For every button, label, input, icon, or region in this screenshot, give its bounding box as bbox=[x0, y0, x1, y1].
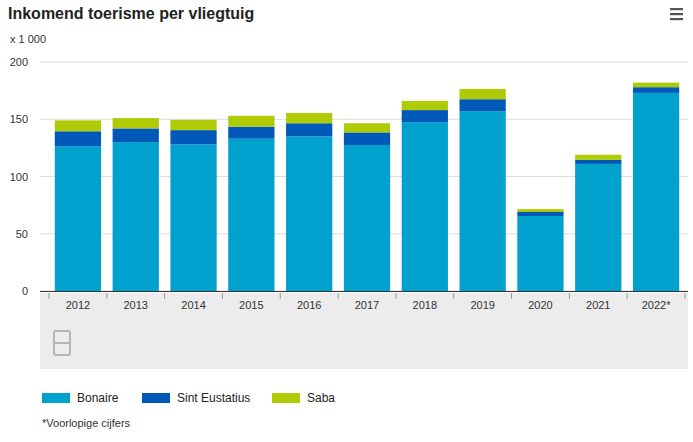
bar-segment bbox=[633, 83, 679, 88]
bar-segment bbox=[575, 164, 621, 291]
bar-segment bbox=[286, 136, 332, 291]
legend-swatch bbox=[142, 393, 170, 403]
x-tick bbox=[338, 293, 339, 299]
bar-segment bbox=[113, 142, 159, 291]
bar-segment bbox=[113, 118, 159, 128]
menu-bar bbox=[670, 18, 683, 20]
bar-segment bbox=[344, 132, 390, 145]
bar-segment bbox=[55, 131, 101, 146]
bar-segment bbox=[113, 128, 159, 142]
grid bbox=[40, 62, 688, 291]
bar-segment bbox=[575, 155, 621, 160]
bar-segment bbox=[402, 101, 448, 110]
x-tick-label: 2019 bbox=[470, 299, 494, 311]
bar-segment bbox=[344, 145, 390, 291]
x-tick-label: 2022* bbox=[642, 299, 671, 311]
bar-segment bbox=[517, 209, 563, 212]
x-tick bbox=[280, 293, 281, 299]
x-tick-label: 2020 bbox=[528, 299, 552, 311]
bar-segment bbox=[402, 110, 448, 122]
bar-segment bbox=[55, 146, 101, 291]
chart-svg: Inkomend toerisme per vliegtuig x 1 000 0 5… bbox=[0, 0, 693, 442]
x-tick bbox=[164, 293, 165, 299]
legend-label: Bonaire bbox=[77, 391, 119, 405]
x-tick bbox=[453, 293, 454, 299]
grid-line bbox=[40, 62, 688, 63]
bar-segment bbox=[286, 113, 332, 123]
x-tick-label: 2021 bbox=[586, 299, 610, 311]
legend-swatch bbox=[272, 393, 300, 403]
x-tick bbox=[395, 293, 396, 299]
chart-container: Inkomend toerisme per vliegtuig x 1 000 0 5… bbox=[0, 0, 693, 442]
bar-segment bbox=[402, 122, 448, 291]
logo-frame bbox=[54, 331, 70, 355]
menu-bar bbox=[670, 8, 683, 10]
bar-segment bbox=[517, 216, 563, 291]
x-tick bbox=[569, 293, 570, 299]
legend-label: Saba bbox=[307, 391, 335, 405]
x-tick bbox=[627, 293, 628, 299]
bar-segment bbox=[633, 93, 679, 291]
legend-swatch bbox=[42, 393, 70, 403]
x-tick bbox=[106, 293, 107, 299]
menu-icon bbox=[670, 8, 683, 20]
legend: Bonaire Sint Eustatius Saba bbox=[42, 391, 335, 405]
x-tick bbox=[511, 293, 512, 299]
x-axis-band bbox=[40, 293, 688, 369]
y-tick-label: 100 bbox=[10, 171, 28, 183]
x-tick bbox=[49, 293, 50, 299]
y-tick-label: 200 bbox=[10, 56, 28, 68]
y-tick-label: 150 bbox=[10, 113, 28, 125]
x-tick bbox=[222, 293, 223, 299]
logo bbox=[54, 331, 70, 355]
bar-segment bbox=[55, 120, 101, 131]
x-tick bbox=[685, 293, 686, 299]
x-axis-line bbox=[40, 291, 688, 292]
bar-segment bbox=[575, 160, 621, 164]
bar-segment bbox=[228, 116, 274, 127]
bar-segment bbox=[286, 123, 332, 136]
x-tick-label: 2012 bbox=[66, 299, 90, 311]
menu-bar bbox=[670, 13, 683, 15]
bar-segment bbox=[170, 120, 216, 130]
subtitle: x 1 000 bbox=[10, 33, 46, 45]
legend-label: Sint Eustatius bbox=[177, 391, 250, 405]
bar-segment bbox=[344, 123, 390, 132]
x-tick-label: 2014 bbox=[181, 299, 205, 311]
x-tick-label: 2015 bbox=[239, 299, 263, 311]
bar-segment bbox=[228, 127, 274, 139]
logo-line bbox=[54, 342, 70, 344]
y-tick-label: 50 bbox=[16, 228, 28, 240]
bar-segment bbox=[170, 144, 216, 291]
x-tick-label: 2013 bbox=[123, 299, 147, 311]
bar-segment bbox=[228, 139, 274, 291]
x-tick-label: 2018 bbox=[413, 299, 437, 311]
y-tick-label: 0 bbox=[22, 285, 28, 297]
bar-segment bbox=[460, 99, 506, 111]
x-tick-label: 2017 bbox=[355, 299, 379, 311]
bar-segment bbox=[170, 130, 216, 144]
title: Inkomend toerisme per vliegtuig bbox=[8, 5, 254, 22]
x-tick-label: 2016 bbox=[297, 299, 321, 311]
bar-segment bbox=[460, 89, 506, 99]
bar-segment bbox=[517, 212, 563, 216]
footnote: *Voorlopige cijfers bbox=[42, 417, 131, 429]
bar-segment bbox=[460, 111, 506, 291]
bar-segment bbox=[633, 87, 679, 93]
bars bbox=[55, 83, 679, 291]
